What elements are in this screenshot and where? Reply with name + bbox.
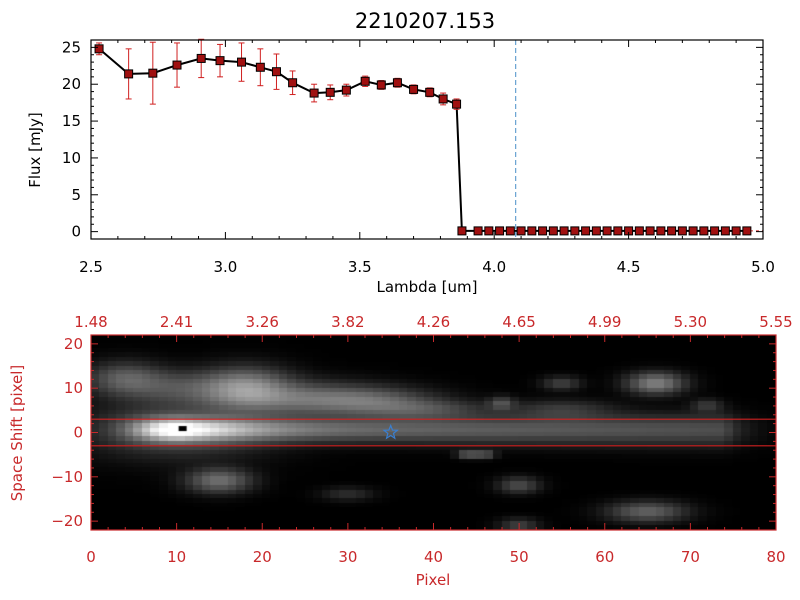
flux-point bbox=[548, 226, 558, 236]
flux-point bbox=[392, 78, 402, 88]
y-tick-label: −20 bbox=[51, 512, 83, 530]
top-wavelength-tick-label: 2.41 bbox=[160, 313, 193, 331]
flux-point bbox=[438, 94, 448, 104]
y-tick-label: −10 bbox=[51, 468, 83, 486]
flux-point bbox=[473, 226, 483, 236]
flux-point bbox=[215, 56, 225, 66]
spectrum-plot-frame bbox=[90, 39, 764, 240]
x-tick-label: 40 bbox=[424, 548, 443, 566]
flux-point bbox=[172, 60, 182, 70]
flux-point bbox=[634, 226, 644, 236]
top-wavelength-tick-label: 1.48 bbox=[74, 313, 107, 331]
spectrogram-image: 0 1.48 10 2.41 20 3.26 30 3.82 40 4.26 50 4.65 60 4.9… bbox=[8, 313, 793, 589]
flux-point bbox=[457, 226, 467, 236]
x-tick-label: 0 bbox=[86, 548, 96, 566]
spectrum-y-axis-label: Flux [mJy] bbox=[26, 112, 44, 188]
y-tick-label: 10 bbox=[62, 149, 81, 167]
flux-point bbox=[309, 88, 319, 98]
y-tick-label: 0 bbox=[71, 223, 81, 241]
flux-point bbox=[538, 226, 548, 236]
flux-point bbox=[688, 226, 698, 236]
flux-point bbox=[699, 226, 709, 236]
spectrogram-canvas bbox=[91, 335, 776, 530]
top-wavelength-tick-label: 3.26 bbox=[246, 313, 279, 331]
flux-point bbox=[341, 85, 351, 95]
flux-point bbox=[484, 226, 494, 236]
spectrum-plot: 2.5 3.0 3.5 4.0 4.5 5.0 0 5 10 15 20 25 Lambda [um]… bbox=[26, 38, 775, 296]
x-tick-label: 70 bbox=[681, 548, 700, 566]
chart-title: 2210207.153 bbox=[355, 9, 495, 33]
flux-point bbox=[409, 84, 419, 94]
flux-point bbox=[602, 226, 612, 236]
flux-point bbox=[452, 99, 462, 109]
flux-point bbox=[505, 226, 515, 236]
x-tick-label: 3.0 bbox=[213, 258, 237, 276]
flux-point bbox=[237, 57, 247, 67]
x-tick-label: 3.5 bbox=[348, 258, 372, 276]
y-tick-label: 20 bbox=[62, 75, 81, 93]
top-wavelength-tick-label: 3.82 bbox=[331, 313, 364, 331]
flux-point bbox=[148, 68, 158, 78]
flux-point bbox=[570, 226, 580, 236]
y-tick-label: 20 bbox=[64, 335, 83, 353]
flux-point bbox=[527, 226, 537, 236]
flux-point bbox=[581, 226, 591, 236]
flux-point bbox=[495, 226, 505, 236]
flux-point bbox=[425, 87, 435, 97]
spectrogram-y-axis-label: Space Shift [pixel] bbox=[8, 365, 26, 502]
flux-point bbox=[360, 76, 370, 86]
flux-point bbox=[720, 226, 730, 236]
flux-point bbox=[376, 80, 386, 90]
x-tick-label: 80 bbox=[766, 548, 785, 566]
flux-point bbox=[255, 62, 265, 72]
top-wavelength-tick-label: 4.99 bbox=[588, 313, 621, 331]
flux-point bbox=[591, 226, 601, 236]
flux-point bbox=[667, 226, 677, 236]
flux-point bbox=[742, 226, 752, 236]
flux-point bbox=[677, 226, 687, 236]
flux-point bbox=[613, 226, 623, 236]
star-marker bbox=[382, 423, 399, 440]
spectrum-x-axis-label: Lambda [um] bbox=[377, 278, 478, 296]
flux-point bbox=[516, 226, 526, 236]
y-tick-label: 25 bbox=[62, 38, 81, 56]
flux-point bbox=[645, 226, 655, 236]
flux-point bbox=[271, 67, 281, 77]
flux-point bbox=[196, 53, 206, 63]
flux-point bbox=[124, 69, 134, 79]
spectrogram-x-axis-label: Pixel bbox=[416, 571, 451, 589]
y-tick-label: 0 bbox=[73, 424, 83, 442]
flux-point bbox=[559, 226, 569, 236]
flux-point bbox=[94, 44, 104, 54]
top-wavelength-tick-label: 5.30 bbox=[674, 313, 707, 331]
flux-point bbox=[325, 87, 335, 97]
x-tick-label: 4.5 bbox=[617, 258, 641, 276]
flux-point bbox=[656, 226, 666, 236]
x-tick-label: 20 bbox=[253, 548, 272, 566]
x-tick-label: 30 bbox=[338, 548, 357, 566]
x-tick-label: 50 bbox=[510, 548, 529, 566]
y-tick-label: 5 bbox=[71, 186, 81, 204]
y-tick-label: 15 bbox=[62, 112, 81, 130]
x-tick-label: 10 bbox=[167, 548, 186, 566]
y-tick-label: 10 bbox=[64, 379, 83, 397]
top-wavelength-tick-label: 4.26 bbox=[417, 313, 450, 331]
x-tick-label: 60 bbox=[595, 548, 614, 566]
top-wavelength-tick-label: 4.65 bbox=[502, 313, 535, 331]
flux-point bbox=[288, 78, 298, 88]
x-tick-label: 4.0 bbox=[482, 258, 506, 276]
top-wavelength-tick-label: 5.55 bbox=[759, 313, 792, 331]
flux-point bbox=[731, 226, 741, 236]
flux-series-line bbox=[98, 48, 747, 232]
x-tick-label: 5.0 bbox=[751, 258, 775, 276]
x-tick-label: 2.5 bbox=[79, 258, 103, 276]
flux-point bbox=[710, 226, 720, 236]
